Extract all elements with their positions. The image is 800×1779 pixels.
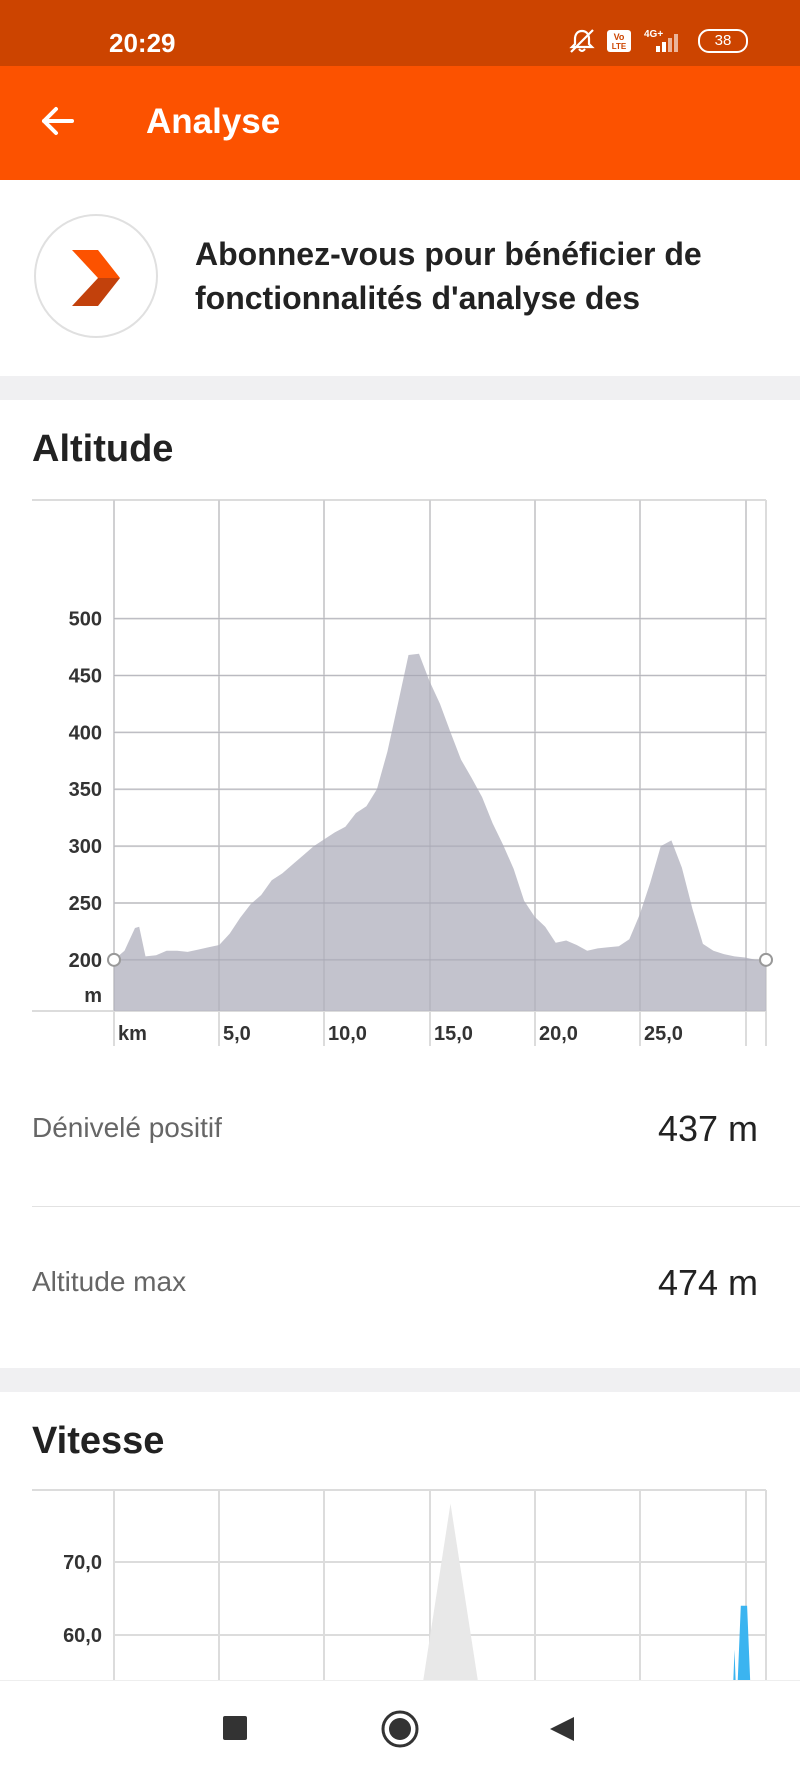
y-tick-label: 300 (69, 836, 102, 858)
volte-icon: Vo LTE (607, 30, 631, 52)
recents-square-icon[interactable] (222, 1715, 248, 1741)
summit-logo (34, 214, 158, 338)
chevron-logo-icon (72, 250, 120, 306)
stat-divider (32, 1206, 800, 1207)
back-triangle-icon[interactable] (548, 1715, 576, 1743)
max-altitude-value: 474 m (657, 1262, 758, 1303)
elevation-gain-value: 437 m (657, 1108, 758, 1149)
promo-text: Abonnez-vous pour bénéficier de fonction… (195, 236, 702, 316)
speed-area-blue (733, 1605, 751, 1680)
y-axis-unit: m (84, 985, 102, 1007)
section-divider (0, 376, 800, 400)
speed-area-gray (423, 1503, 478, 1680)
x-axis-unit: km (118, 1023, 147, 1045)
subscribe-promo[interactable]: Abonnez-vous pour bénéficier de fonction… (0, 180, 800, 376)
altitude-area (114, 653, 766, 1011)
x-tick-label: 20,0 (539, 1023, 578, 1045)
back-arrow-icon[interactable] (38, 101, 78, 141)
svg-text:LTE: LTE (612, 42, 627, 51)
mute-bell-icon (569, 29, 595, 53)
y-tick-label: 70,0 (63, 1552, 102, 1574)
x-tick-label: 25,0 (644, 1023, 683, 1045)
x-tick-label: 5,0 (223, 1023, 251, 1045)
x-tick-label: 10,0 (328, 1023, 367, 1045)
signal-icon: 4G+ (644, 29, 678, 52)
speed-title: Vitesse (32, 1420, 165, 1462)
y-tick-label: 500 (69, 609, 102, 631)
y-tick-label: 60,0 (63, 1625, 102, 1647)
status-icons: Vo LTE 4G+ 38 (568, 28, 748, 54)
y-tick-label: 400 (69, 722, 102, 744)
y-tick-label: 350 (69, 779, 102, 801)
battery-icon: 38 (698, 29, 748, 53)
end-marker (759, 952, 773, 967)
app-bar: Analyse (0, 66, 800, 180)
x-tick-label: 15,0 (434, 1023, 473, 1045)
status-bar: 20:29 Vo LTE 4G+ 38 (0, 0, 800, 66)
y-tick-label: 450 (69, 665, 102, 687)
y-tick-label: 250 (69, 893, 102, 915)
page-title: Analyse (146, 102, 281, 141)
speed-chart-svg: 70,0 60,0 (32, 1489, 767, 1680)
max-altitude-row: Altitude max 474 m (32, 1244, 768, 1324)
elevation-gain-label: Dénivelé positif (32, 1112, 222, 1143)
svg-text:Vo: Vo (614, 32, 625, 42)
start-marker (107, 952, 121, 967)
home-circle-icon[interactable] (380, 1709, 420, 1749)
elevation-gain-row: Dénivelé positif 437 m (32, 1090, 768, 1170)
altitude-chart-svg: 500 450 400 350 300 250 200 mkm 5,0 10,0 15,0 20,0 2… (32, 499, 773, 1046)
speed-chart[interactable]: 70,0 60,0 (0, 1488, 800, 1680)
max-altitude-label: Altitude max (32, 1266, 187, 1297)
y-tick-label: 200 (69, 950, 102, 972)
altitude-chart[interactable]: 500 450 400 350 300 250 200 m km 5,0 10,0 15,0 20,0 2… (0, 496, 800, 1056)
status-time: 20:29 (109, 28, 176, 58)
svg-text:4G+: 4G+ (644, 29, 663, 40)
section-divider (0, 1368, 800, 1392)
battery-level: 38 (714, 32, 732, 49)
altitude-title: Altitude (32, 428, 174, 470)
system-nav-bar (0, 1680, 800, 1779)
